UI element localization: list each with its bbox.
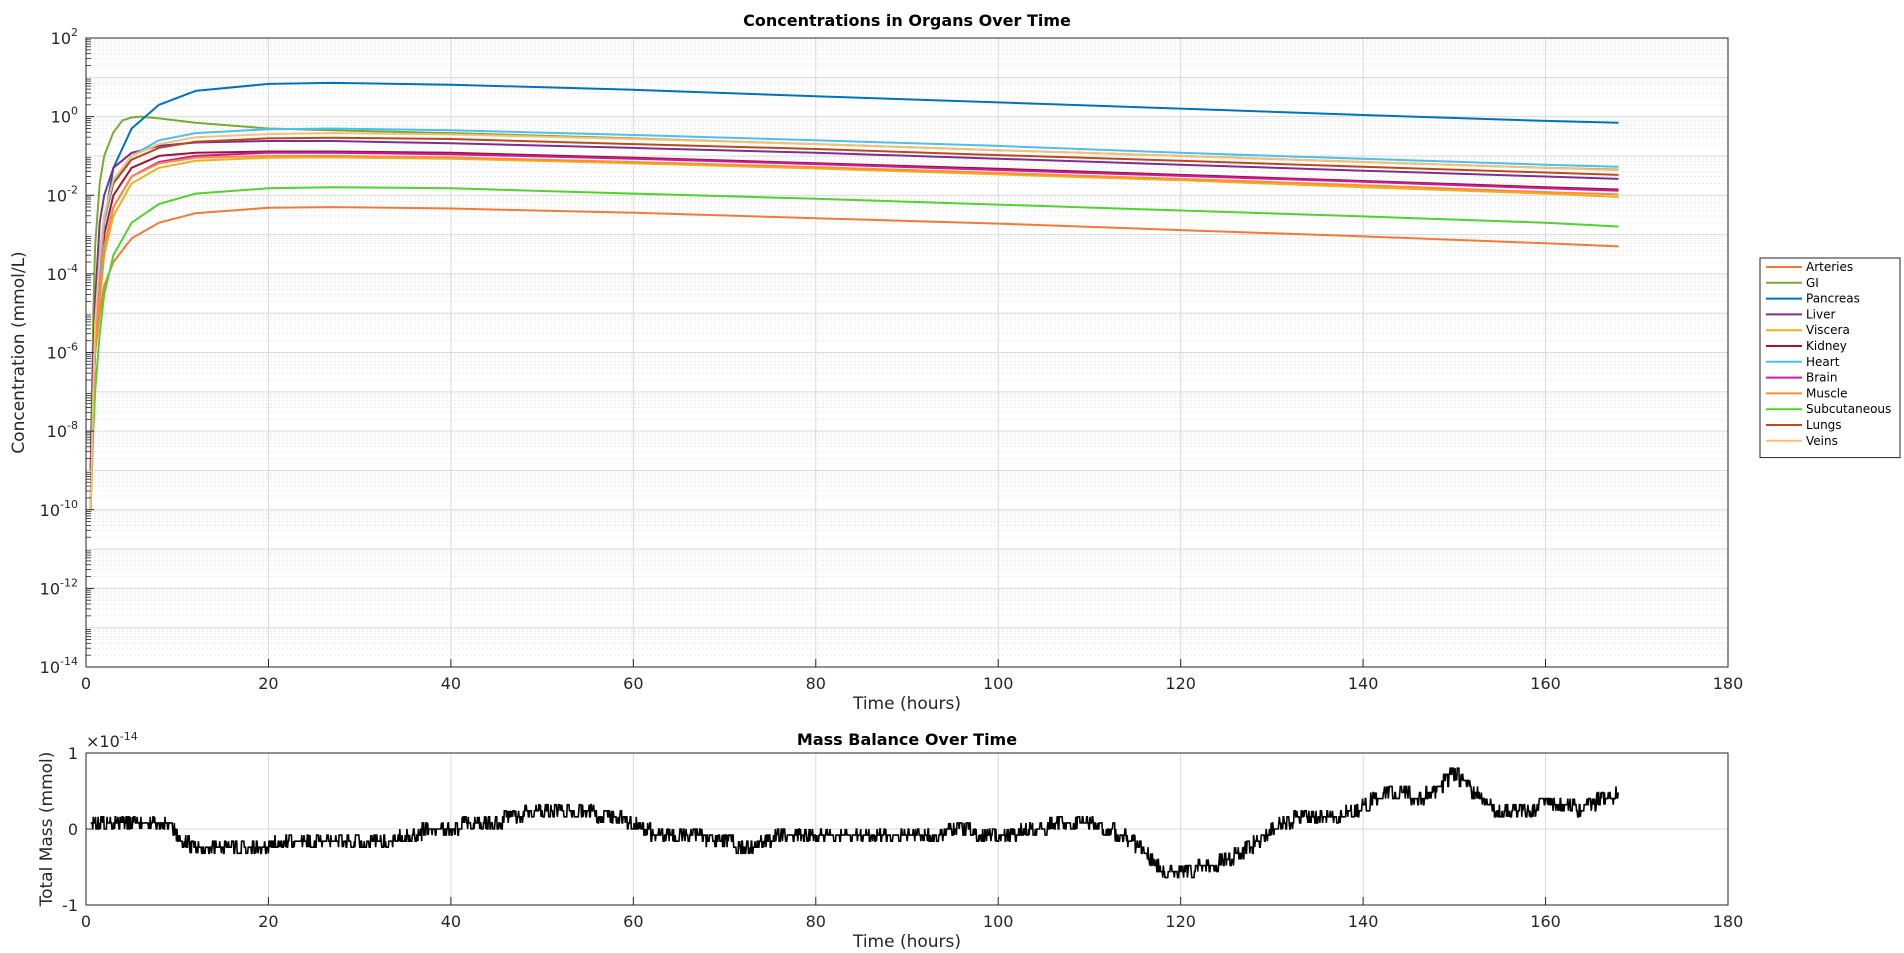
x-tick-label: 140: [1348, 912, 1379, 931]
mass-balance-scale-exponent: -14: [120, 730, 138, 743]
y-tick-label: 10-2: [47, 183, 78, 205]
y-tick-label: 10-12: [40, 576, 78, 598]
y-tick-label: 10-10: [40, 498, 78, 520]
series-line-subcutaneous: [89, 186, 1619, 510]
mass-balance-x-axis-label: Time (hours): [852, 932, 961, 952]
y-tick-exponent: -10: [60, 498, 78, 511]
concentration-grid: [85, 37, 1729, 668]
x-tick-label: 60: [623, 674, 643, 693]
y-tick-base: 10: [51, 108, 71, 127]
y-tick-base: 10: [47, 344, 67, 363]
x-tick-label: 20: [258, 674, 278, 693]
series-line-kidney: [89, 150, 1619, 510]
series-line-arteries: [89, 206, 1619, 510]
y-tick-label: 0: [68, 820, 78, 839]
series-line-heart: [89, 127, 1619, 510]
y-tick-base: 10: [47, 186, 67, 205]
mass-balance-line: [90, 767, 1619, 879]
legend-label: GI: [1806, 276, 1819, 290]
x-tick-label: 160: [1530, 912, 1561, 931]
y-tick-base: 10: [47, 265, 67, 284]
x-tick-label: 20: [258, 912, 278, 931]
y-tick-exponent: -6: [67, 341, 78, 354]
legend-label: Kidney: [1806, 339, 1847, 353]
y-tick-base: 10: [51, 29, 71, 48]
x-tick-label: 80: [806, 674, 826, 693]
x-tick-label: 100: [983, 674, 1014, 693]
y-tick-base: 10: [47, 422, 67, 441]
x-tick-label: 0: [81, 912, 91, 931]
concentration-chart-title: Concentrations in Organs Over Time: [743, 11, 1071, 30]
x-tick-label: 40: [441, 912, 461, 931]
legend-label: Lungs: [1806, 418, 1842, 432]
y-tick-exponent: -8: [67, 419, 78, 432]
x-tick-label: 100: [983, 912, 1014, 931]
y-tick-base: 10: [40, 579, 60, 598]
mass-balance-series-lines: [90, 767, 1619, 879]
legend-label: Brain: [1806, 371, 1837, 385]
concentration-y-axis-label: Concentration (mmol/L): [9, 251, 29, 453]
x-tick-label: 80: [806, 912, 826, 931]
legend-label: Liver: [1806, 307, 1836, 321]
concentration-chart: 0 20 40 60 80 100 120 140 160 18010210010-210-410…: [9, 11, 1901, 714]
x-tick-label: 60: [623, 912, 643, 931]
legend-label: Arteries: [1806, 260, 1853, 274]
x-tick-label: 120: [1165, 912, 1196, 931]
y-tick-label: 10-6: [47, 341, 78, 363]
x-tick-label: 0: [81, 674, 91, 693]
mass-balance-scale-base: ×10: [86, 732, 120, 751]
legend-label: Veins: [1806, 434, 1838, 448]
x-tick-label: 180: [1713, 912, 1744, 931]
legend-label: Subcutaneous: [1806, 402, 1891, 416]
x-tick-label: 120: [1165, 674, 1196, 693]
legend-label: Viscera: [1806, 323, 1850, 337]
x-tick-label: 180: [1713, 674, 1744, 693]
series-line-veins: [89, 132, 1619, 510]
y-tick-exponent: 0: [71, 105, 78, 118]
series-line-liver: [89, 140, 1619, 471]
concentration-series-lines: [89, 81, 1619, 510]
y-tick-label: 10-14: [40, 655, 78, 677]
y-tick-exponent: -14: [60, 655, 78, 668]
x-tick-label: 140: [1348, 674, 1379, 693]
x-tick-label: 160: [1530, 674, 1561, 693]
mass-balance-y-scale-factor: ×10-14: [86, 730, 138, 751]
y-tick-exponent: -4: [67, 262, 78, 275]
y-tick-base: 10: [40, 658, 60, 677]
y-tick-label: 1: [68, 744, 78, 763]
y-tick-exponent: 2: [71, 26, 78, 39]
y-tick-label: 10-8: [47, 419, 78, 441]
y-tick-exponent: -12: [60, 576, 78, 589]
y-tick-label: -1: [62, 896, 78, 915]
mass-balance-y-axis-label: Total Mass (mmol): [37, 752, 57, 908]
y-tick-label: 102: [51, 26, 78, 48]
series-line-lungs: [89, 136, 1619, 510]
x-tick-label: 40: [441, 674, 461, 693]
mass-balance-chart-title: Mass Balance Over Time: [797, 730, 1017, 749]
concentration-x-axis-label: Time (hours): [852, 694, 961, 714]
y-tick-label: 10-4: [47, 262, 78, 284]
y-tick-base: 10: [40, 501, 60, 520]
series-line-muscle: [89, 154, 1619, 510]
legend-label: Pancreas: [1806, 292, 1860, 306]
mass-balance-grid: [85, 752, 1729, 906]
y-tick-label: 100: [51, 105, 78, 127]
concentration-ticks: 0 20 40 60 80 100 120 140 160 18010210010-210-410…: [40, 26, 1744, 693]
y-tick-exponent: -2: [67, 183, 78, 196]
legend-label: Muscle: [1806, 386, 1848, 400]
legend-label: Heart: [1806, 355, 1840, 369]
